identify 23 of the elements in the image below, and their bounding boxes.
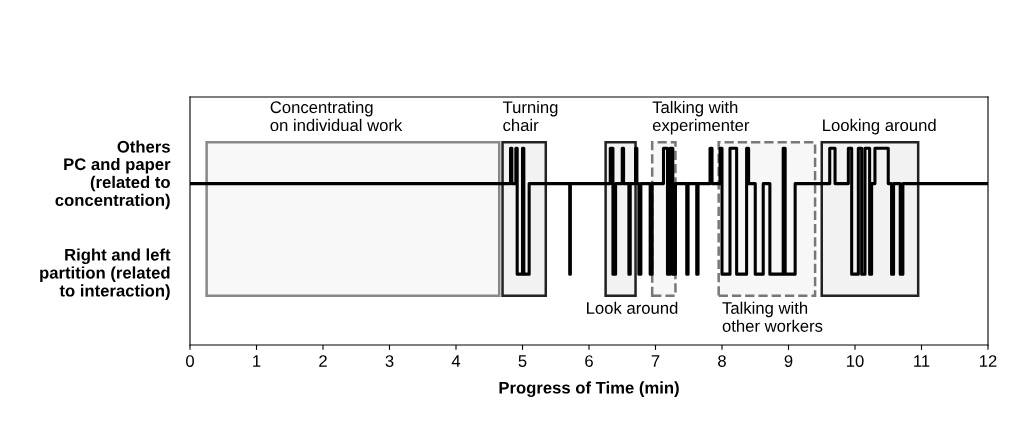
x-tick-label: 1 — [253, 355, 261, 367]
band-label: Concentrating on individual work — [270, 100, 403, 132]
band-label: Turning chair — [502, 100, 558, 132]
band-label: Look around — [587, 301, 678, 314]
text: Right and left partition (related to interaction) — [40, 248, 171, 300]
x-tick-label: 9 — [784, 355, 793, 367]
x-tick-label: 7 — [651, 355, 660, 367]
x-tick-label: 10 — [847, 355, 864, 367]
x-tick-label: 2 — [319, 355, 327, 367]
x-tick-label: 5 — [518, 355, 527, 367]
band-label: Talking with other workers — [722, 301, 823, 332]
x-tick-label: 11 — [914, 355, 930, 367]
x-tick-label: 4 — [451, 355, 461, 367]
x-tick-label: 0 — [186, 355, 194, 367]
x-tick-label: 3 — [385, 355, 394, 367]
x-axis-title: Progress of Time (min) — [499, 381, 679, 397]
text: Others — [117, 140, 170, 153]
band-label: Talking with experimenter — [652, 100, 750, 135]
x-tick-label: 12 — [980, 355, 997, 367]
band-label: Looking around — [823, 118, 936, 135]
text: PC and paper (related to concentration) — [55, 157, 171, 210]
x-tick-label: 8 — [718, 355, 726, 367]
x-tick-label: 6 — [585, 355, 593, 367]
